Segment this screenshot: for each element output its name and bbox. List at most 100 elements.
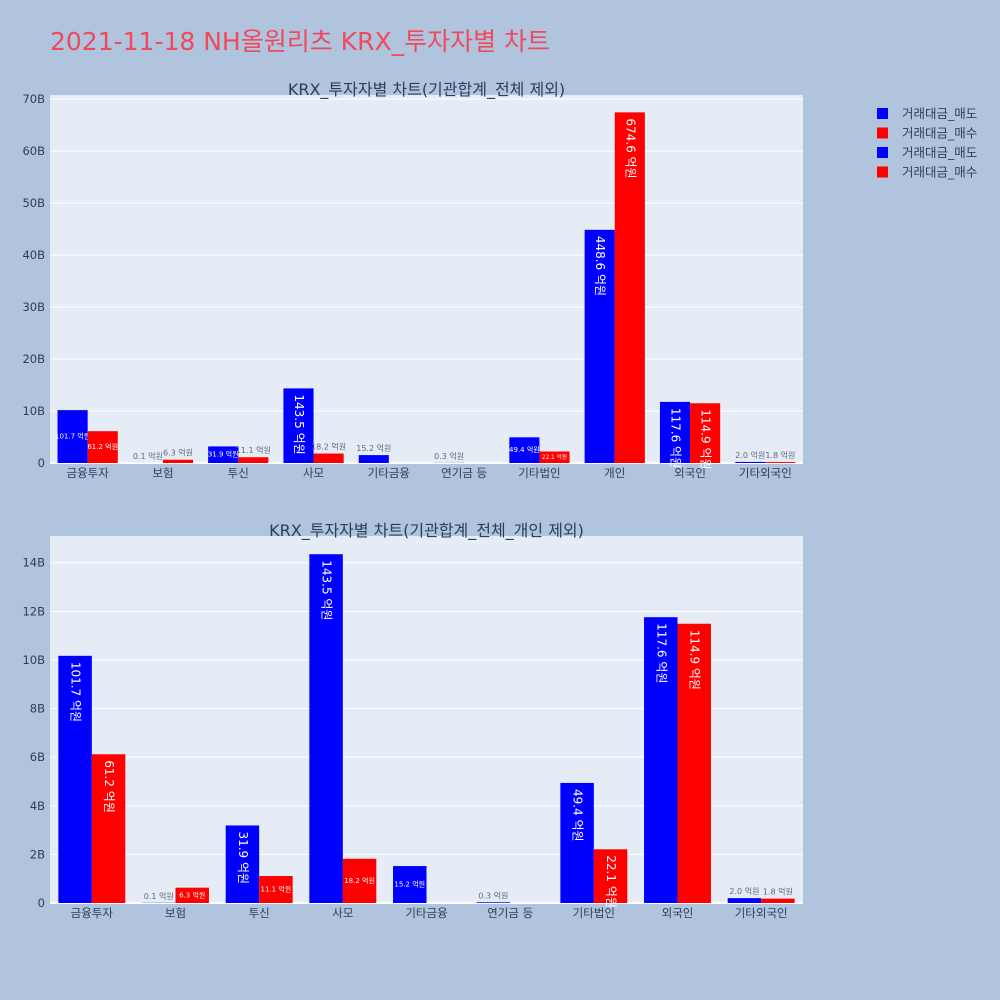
x-tick-label: 사모 xyxy=(303,466,324,480)
x-tick-label: 기타금융 xyxy=(405,906,447,920)
bar-data-label: 31.9 억원 xyxy=(208,450,239,459)
legend-item[interactable]: 거래대금_매수 xyxy=(902,126,977,141)
bar[interactable] xyxy=(175,887,209,903)
bar-data-label: 117.6 억원 xyxy=(654,623,668,683)
bar[interactable] xyxy=(58,655,92,903)
chart-subtitle: KRX_투자자별 차트(기관합계_전체 제외) xyxy=(288,80,565,100)
bar[interactable] xyxy=(644,617,678,903)
bar[interactable] xyxy=(259,876,293,903)
bar-data-label: 2.0 억원 xyxy=(729,886,759,896)
x-tick-label: 기타금융 xyxy=(368,466,410,480)
bar-data-label: 15.2 억원 xyxy=(394,880,425,889)
bar-data-label: 22.1 억원 xyxy=(542,453,567,461)
chart-panel-1: 0 10B 20B 30B 40B 50B 60B 70B KRX_투자자별 차트(기관합계_전… xyxy=(22,80,803,480)
bar[interactable] xyxy=(342,858,377,903)
bar[interactable] xyxy=(659,401,691,463)
x-tick-label: 기타외국인 xyxy=(739,466,792,480)
x-tick-label: 기타외국인 xyxy=(735,906,788,920)
x-tick-label: 투신 xyxy=(228,466,249,480)
bar-data-label: 0.1 억원 xyxy=(144,891,174,901)
x-tick-label: 연기금 등 xyxy=(487,906,533,920)
x-tick-label: 연기금 등 xyxy=(441,466,487,480)
bar-data-label: 101.7 억원 xyxy=(69,662,83,722)
y-tick-label: 12B xyxy=(22,604,45,618)
chart-subtitle: KRX_투자자별 차트(기관합계_전체_개인 제외) xyxy=(269,521,584,541)
bar[interactable] xyxy=(57,410,88,463)
bar[interactable] xyxy=(208,446,239,463)
x-tick-label: 기타법인 xyxy=(573,906,615,920)
y-tick-label: 2B xyxy=(30,847,45,861)
y-tick-label: 10B xyxy=(22,404,45,418)
bar-data-label: 49.4 억원 xyxy=(571,789,585,842)
bar[interactable] xyxy=(309,554,343,903)
bar-data-label: 18.2 억원 xyxy=(344,876,375,885)
bar[interactable] xyxy=(584,229,615,463)
bar[interactable] xyxy=(476,902,511,903)
bar-data-label: 61.2 억원 xyxy=(87,442,118,451)
bar-data-label: 31.9 억원 xyxy=(236,831,250,884)
bar-data-label: 22.1 억원 xyxy=(604,855,618,908)
legend-swatch[interactable] xyxy=(877,127,888,139)
bar[interactable] xyxy=(162,459,194,463)
legend-swatch[interactable] xyxy=(877,166,888,178)
bar[interactable] xyxy=(238,457,269,463)
bar[interactable] xyxy=(735,461,766,463)
bar[interactable] xyxy=(593,849,628,903)
bar[interactable] xyxy=(87,431,118,463)
x-tick-label: 투신 xyxy=(249,906,270,920)
bar-data-label: 11.1 억원 xyxy=(261,885,292,894)
bar-data-label: 6.3 억원 xyxy=(163,448,193,458)
bar-data-label: 117.6 억원 xyxy=(668,408,682,468)
bar[interactable] xyxy=(313,453,344,463)
legend-swatch[interactable] xyxy=(877,147,888,158)
bar[interactable] xyxy=(225,825,260,903)
chart-panel-2: 0 2B 4B 6B 8B 10B 12B 14B KRX_투자자별 차트(기관합계_전체_개인… xyxy=(22,521,803,920)
bar[interactable] xyxy=(539,451,570,463)
bar-data-label: 18.2 억원 xyxy=(311,442,346,452)
bar[interactable] xyxy=(614,112,645,464)
bar[interactable] xyxy=(358,455,389,463)
y-tick-label: 14B xyxy=(22,556,45,570)
bar-data-label: 61.2 억원 xyxy=(102,760,116,813)
x-tick-label: 기타법인 xyxy=(518,466,560,480)
bar[interactable] xyxy=(727,898,762,903)
x-tick-label: 외국인 xyxy=(674,466,706,480)
page-title: 2021-11-18 NH올원리츠 KRX_투자자별 차트 xyxy=(50,27,551,56)
y-tick-label: 20B xyxy=(22,352,45,366)
x-tick-label: 사모 xyxy=(332,906,353,920)
y-tick-label: 50B xyxy=(22,196,45,210)
bar-data-label: 15.2 억원 xyxy=(356,443,391,453)
bar[interactable] xyxy=(761,898,795,903)
bar-data-label: 11.1 억원 xyxy=(236,445,271,455)
x-tick-label: 금융투자 xyxy=(66,466,109,480)
bar-data-label: 0.3 억원 xyxy=(478,890,508,900)
y-tick-label: 30B xyxy=(22,300,45,314)
y-tick-label: 4B xyxy=(30,799,45,813)
bar-data-label: 448.6 억원 xyxy=(593,236,607,296)
y-tick-label: 70B xyxy=(22,92,45,106)
bar-data-label: 1.8 억원 xyxy=(763,887,793,897)
bar-data-label: 114.9 억원 xyxy=(688,630,702,690)
bar[interactable] xyxy=(690,403,721,463)
bar[interactable] xyxy=(283,388,314,463)
bar[interactable] xyxy=(677,623,711,903)
bar[interactable] xyxy=(560,782,594,903)
bar-data-label: 114.9 억원 xyxy=(699,409,713,469)
bar[interactable] xyxy=(91,754,126,903)
bar[interactable] xyxy=(393,866,427,903)
legend-item[interactable]: 거래대금_매수 xyxy=(902,165,977,180)
bar-data-label: 49.4 억원 xyxy=(509,445,540,454)
y-tick-label: 0 xyxy=(38,896,45,910)
bar[interactable] xyxy=(509,437,540,463)
legend-item[interactable]: 거래대금_매도 xyxy=(902,106,977,121)
legend-swatch[interactable] xyxy=(877,108,888,119)
bar-data-label: 674.6 억원 xyxy=(623,118,637,178)
bar[interactable] xyxy=(765,462,796,463)
bar-data-label: 101.7 억원 xyxy=(55,432,90,441)
y-tick-label: 40B xyxy=(22,248,45,262)
plot-area xyxy=(50,95,803,463)
legend-item[interactable]: 거래대금_매도 xyxy=(902,145,977,160)
x-tick-label: 외국인 xyxy=(662,906,694,920)
y-tick-label: 0 xyxy=(38,456,45,470)
